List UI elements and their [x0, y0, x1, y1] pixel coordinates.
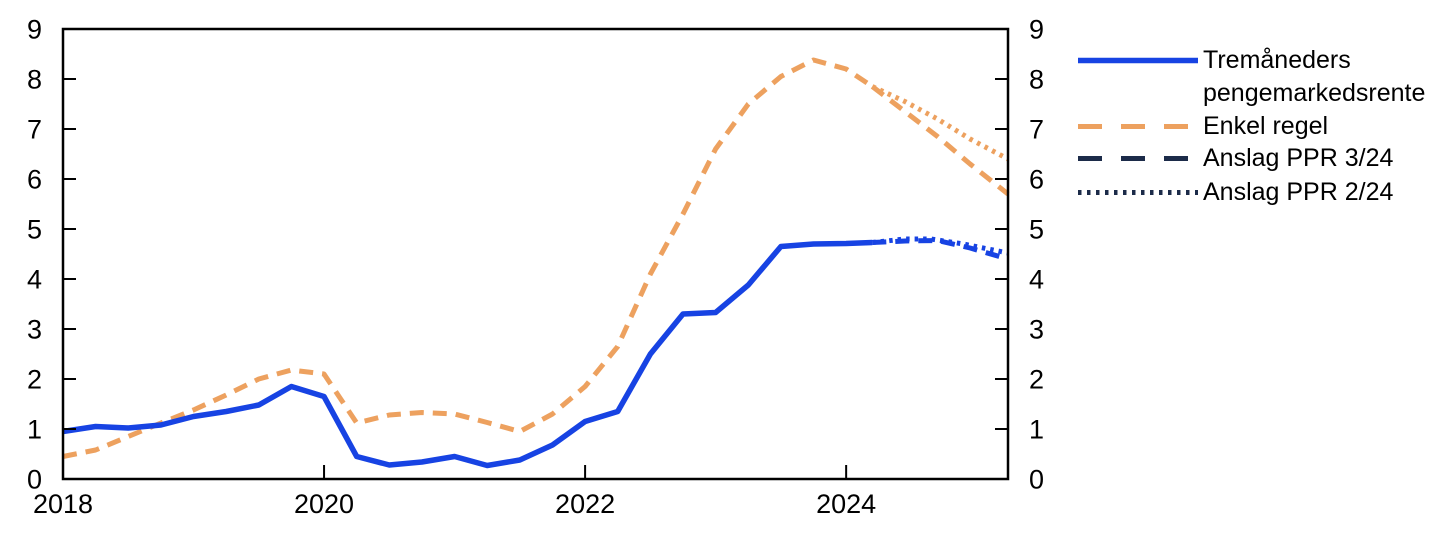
y-axis-label-right-0: 0 [1029, 465, 1044, 495]
legend-item-money-market-rate: Tremåneders pengemarkedsrente [1076, 44, 1425, 110]
legend-item-estimate-ppr-2-24: Anslag PPR 2/24 [1076, 176, 1393, 209]
y-axis-label-right-4: 4 [1029, 265, 1044, 295]
series-simple-rule-ppr-3-24 [870, 84, 1010, 196]
y-axis-label-right-1: 1 [1029, 415, 1044, 445]
y-axis-label-right-6: 6 [1029, 165, 1044, 195]
y-axis-label-left-6: 6 [27, 165, 42, 195]
y-axis-label-right-5: 5 [1029, 215, 1044, 245]
x-axis-label-2022: 2022 [555, 489, 615, 519]
series-simple-rule [62, 57, 874, 459]
y-axis-label-left-7: 7 [27, 115, 42, 145]
y-axis-label-right-3: 3 [1029, 315, 1044, 345]
y-axis-label-left-2: 2 [27, 365, 42, 395]
legend-item-estimate-ppr-3-24: Anslag PPR 3/24 [1076, 142, 1393, 175]
series-money-market-rate [62, 239, 873, 469]
legend-swatch-dotted-navy-line [1078, 190, 1198, 195]
legend-label-line1: Tremåneders [1203, 46, 1351, 74]
x-axis-label-2020: 2020 [294, 489, 354, 519]
legend-swatch-dashed-navy-line [1078, 156, 1198, 161]
y-axis-label-right-7: 7 [1029, 115, 1044, 145]
y-axis-label-left-5: 5 [27, 215, 42, 245]
x-axis-label-2018: 2018 [33, 489, 93, 519]
legend-label-line2: pengemarkedsrente [1203, 79, 1426, 107]
series-money-market-ppr-3-24 [872, 238, 1009, 262]
x-axis-label-2024: 2024 [816, 489, 876, 519]
legend-label-estimate-ppr-3-24: Anslag PPR 3/24 [1203, 144, 1394, 172]
legend-label-money-market-rate: Tremåneders pengemarkedsrente [1203, 44, 1425, 110]
y-axis-label-right-2: 2 [1029, 365, 1044, 395]
y-axis-label-left-8: 8 [27, 65, 42, 95]
legend-label-estimate-ppr-2-24: Anslag PPR 2/24 [1203, 178, 1394, 206]
y-axis-label-right-9: 9 [1029, 15, 1044, 45]
y-axis-label-right-8: 8 [1029, 65, 1044, 95]
y-axis-label-left-4: 4 [27, 265, 42, 295]
legend-swatch-dashed-orange-line [1078, 124, 1198, 129]
legend-swatch-solid-line [1078, 57, 1198, 64]
plot-frame [61, 27, 1010, 481]
y-axis-label-left-3: 3 [27, 315, 42, 345]
y-axis-label-left-1: 1 [27, 415, 42, 445]
series-simple-rule-ppr-2-24 [871, 84, 1010, 162]
legend-item-simple-rule: Enkel regel [1076, 110, 1328, 143]
legend-label-simple-rule: Enkel regel [1203, 112, 1329, 140]
y-axis-label-left-0: 0 [27, 465, 42, 495]
y-axis-label-left-9: 9 [27, 15, 42, 45]
